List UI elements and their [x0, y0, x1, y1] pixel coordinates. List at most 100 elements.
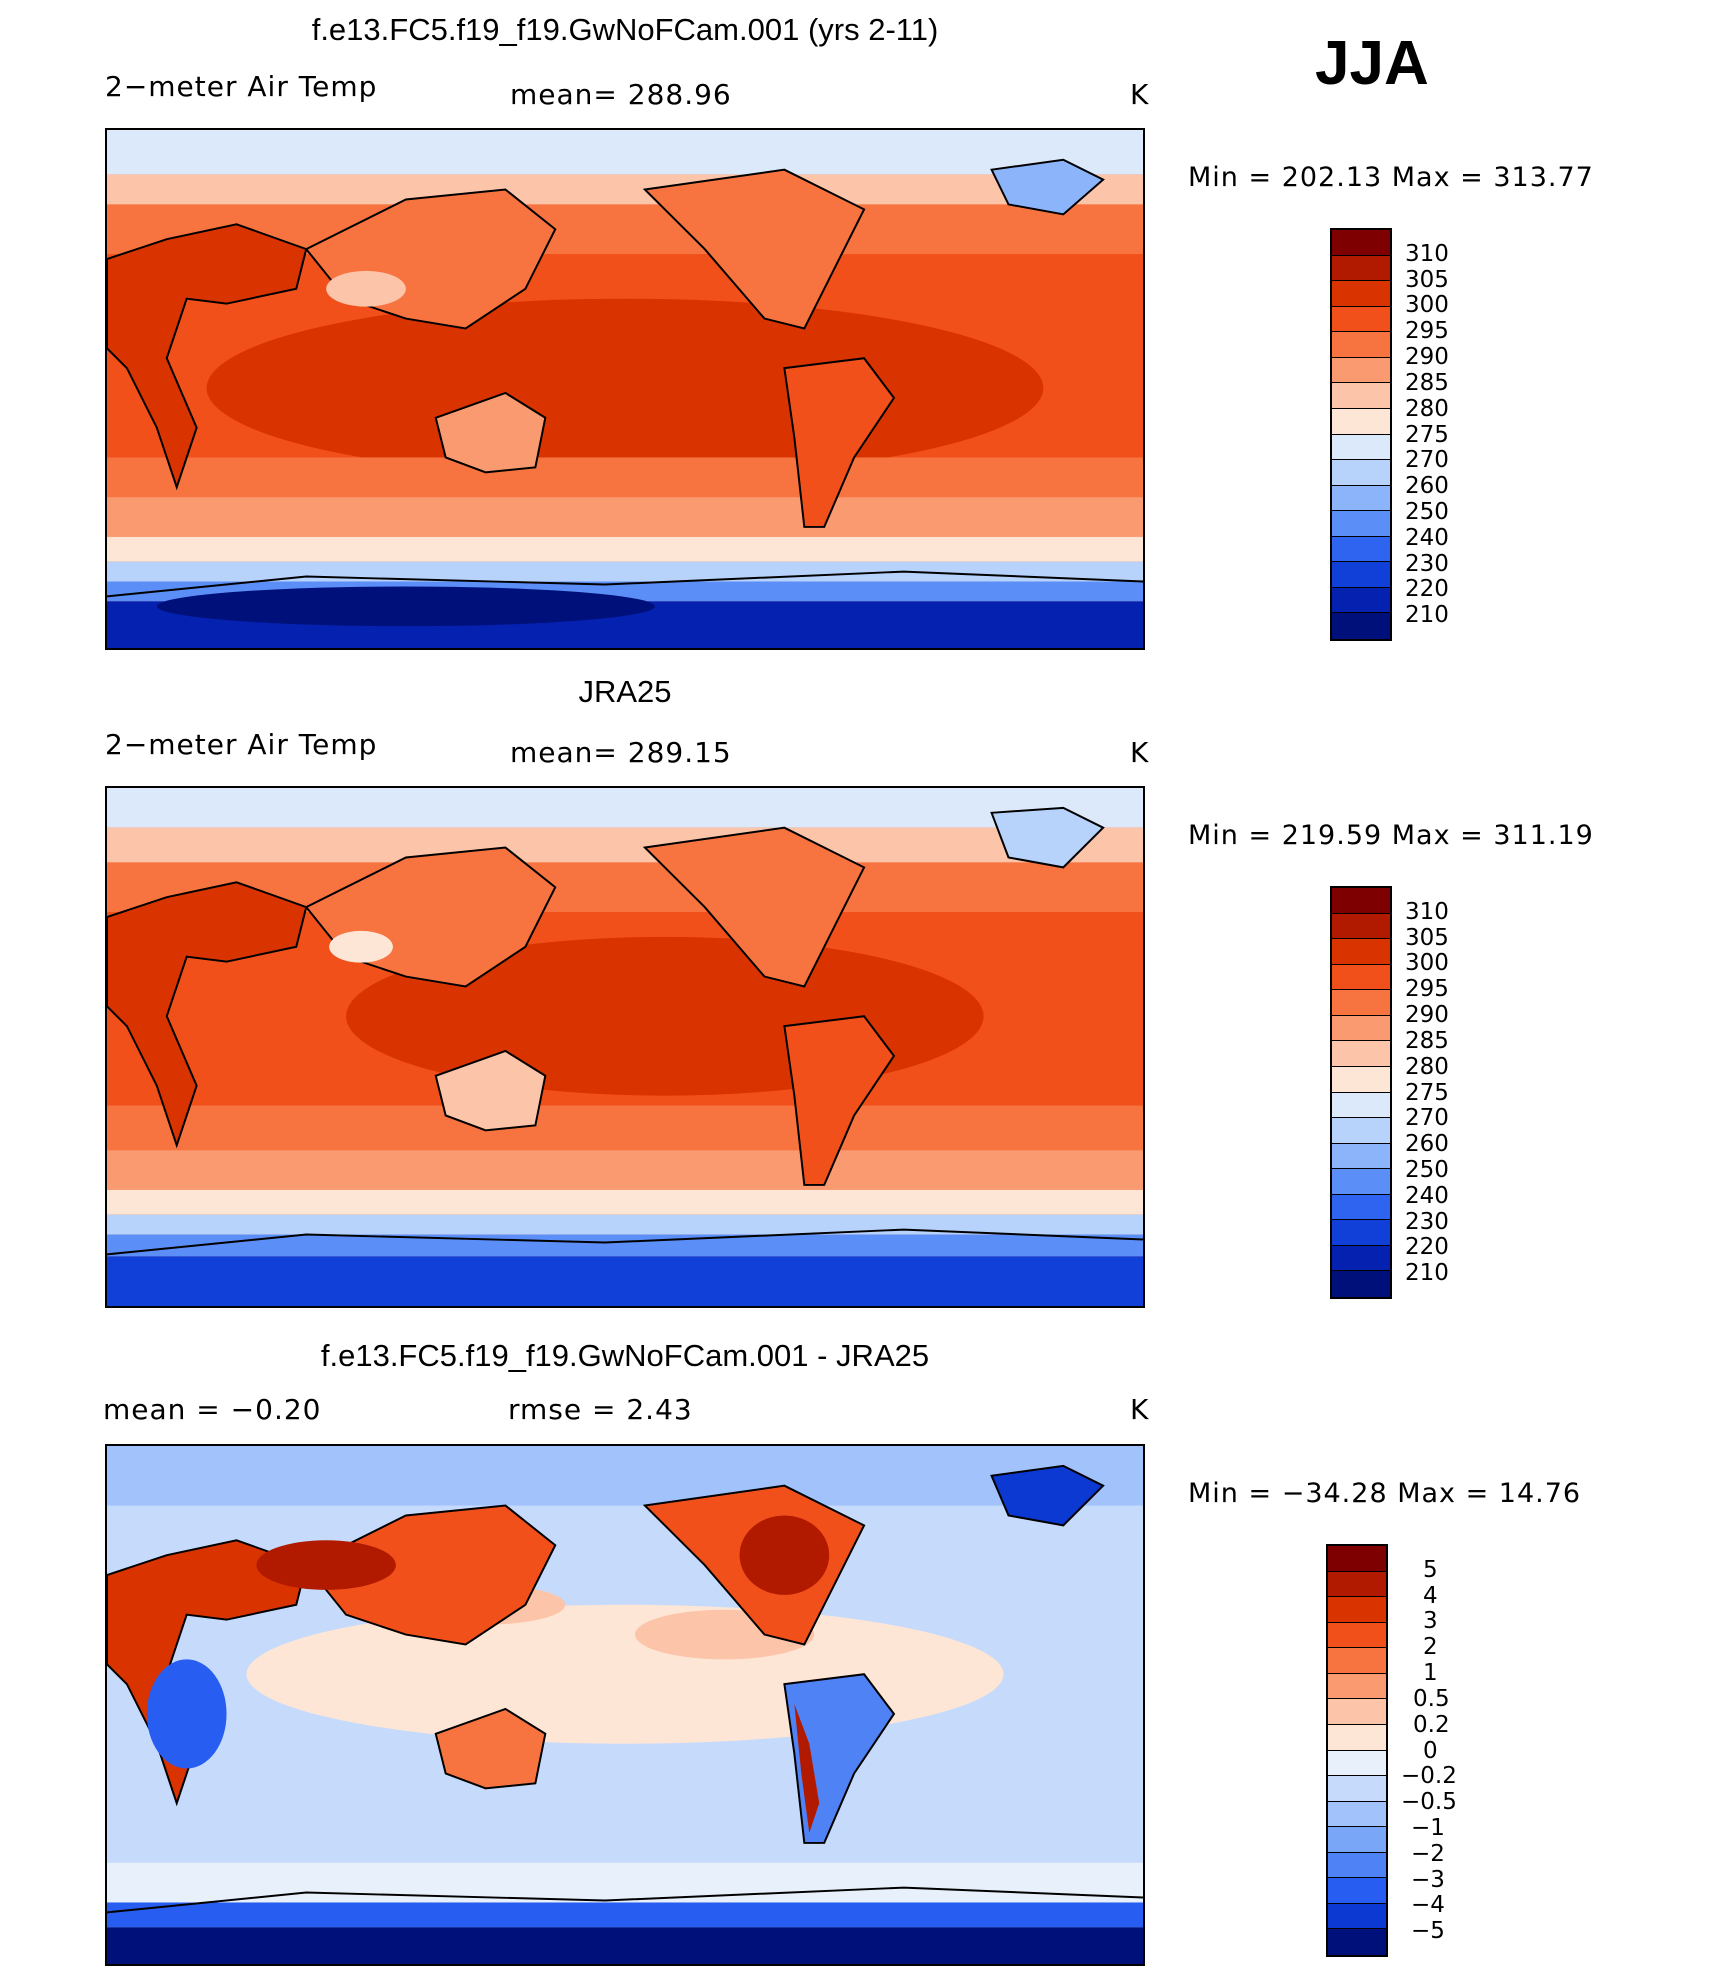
panel3-mean-label: mean = −0.20	[103, 1393, 322, 1426]
colorbar-segment	[1332, 460, 1390, 486]
panel1-south-cold-band	[107, 561, 1143, 582]
panel2-cbar-label: 240	[1405, 1182, 1449, 1209]
panel1-cbar-label: 310	[1405, 240, 1449, 267]
panel3-cbar-label: 1	[1423, 1660, 1438, 1686]
colorbar-segment	[1332, 913, 1390, 940]
panel3-antarctic-coast	[107, 1886, 1143, 1914]
colorbar-segment	[1332, 1092, 1390, 1119]
panel2-cbar-label: 250	[1405, 1156, 1449, 1183]
colorbar-segment	[1328, 1597, 1386, 1623]
colorbar-segment	[1332, 613, 1390, 639]
panel2-south-cool-band	[107, 1189, 1143, 1215]
panel2-map-svg	[107, 788, 1143, 1306]
panel1-south-america	[783, 357, 896, 528]
colorbar-segment	[1332, 1271, 1390, 1297]
panel3-cbar-label: −0.5	[1401, 1789, 1457, 1816]
panel3-rmse-label: rmse = 2.43	[508, 1393, 693, 1426]
colorbar-segment	[1328, 1546, 1386, 1572]
panel3-south-africa-cold	[146, 1659, 227, 1769]
panel3-cbar-label: −2	[1411, 1840, 1445, 1867]
colorbar-segment	[1328, 1852, 1386, 1879]
panel3-namerica-hot	[739, 1515, 830, 1595]
panel1-south-mid-band	[107, 457, 1143, 498]
colorbar-segment	[1332, 1169, 1390, 1195]
panel2-south-america	[783, 1015, 896, 1186]
panel1-cbar-label: 270	[1405, 447, 1449, 474]
panel3-andes-hot	[794, 1704, 820, 1834]
panel2-title: JRA25	[578, 674, 672, 709]
panel1-south-cool-band	[107, 536, 1143, 562]
panel1-mean-label: mean= 288.96	[510, 78, 732, 111]
panel1-cbar-label: 305	[1405, 266, 1449, 293]
panel1-cbar-label: 285	[1405, 369, 1449, 396]
panel2-cbar-label: 300	[1405, 950, 1449, 977]
panel1-title: f.e13.FC5.f19_f19.GwNoFCam.001 (yrs 2-11…	[311, 12, 939, 47]
panel2-south-band	[107, 1150, 1143, 1190]
panel3-units: K	[1130, 1393, 1150, 1426]
panel1-colorbar-labels: 310 305 300 295 290 285 280 275 270 260 …	[1405, 228, 1525, 641]
panel1-south-band	[107, 497, 1143, 537]
panel3-cbar-label: −5	[1411, 1918, 1445, 1945]
panel3-cbar-label: 3	[1423, 1608, 1438, 1635]
panel1-cbar-label: 280	[1405, 395, 1449, 422]
panel3-cbar-label: 0.5	[1413, 1685, 1450, 1712]
panel1-cbar-label: 220	[1405, 576, 1449, 603]
panel3-minmax: Min = −34.28 Max = 14.76	[1188, 1478, 1582, 1509]
panel1-map-svg	[107, 130, 1143, 648]
colorbar-segment	[1332, 1015, 1390, 1042]
panel3-cbar-label: −3	[1411, 1866, 1445, 1893]
panel1-minmax: Min = 202.13 Max = 313.77	[1188, 162, 1594, 193]
colorbar-segment	[1328, 1827, 1386, 1853]
panel3-colorbar	[1326, 1544, 1388, 1957]
colorbar-segment	[1328, 1724, 1386, 1751]
colorbar-segment	[1332, 990, 1390, 1016]
colorbar-segment	[1332, 562, 1390, 588]
panel1-cbar-label: 250	[1405, 498, 1449, 525]
panel1-cbar-label: 260	[1405, 473, 1449, 500]
panel2-cbar-label: 260	[1405, 1131, 1449, 1158]
panel2-cbar-label: 310	[1405, 898, 1449, 925]
colorbar-segment	[1328, 1929, 1386, 1955]
panel1-left-label: 2−meter Air Temp	[105, 70, 378, 103]
colorbar-segment	[1328, 1571, 1386, 1598]
panel1-north-band	[107, 174, 1143, 205]
season-label: JJA	[1315, 29, 1429, 98]
panel3-cbar-label: 0.2	[1413, 1711, 1450, 1738]
colorbar-segment	[1332, 939, 1390, 965]
panel3-asia-hot	[256, 1540, 396, 1590]
colorbar-segment	[1332, 1143, 1390, 1170]
panel2-units: K	[1130, 736, 1150, 769]
colorbar-segment	[1332, 536, 1390, 563]
colorbar-segment	[1332, 357, 1390, 384]
panel1-cbar-label: 240	[1405, 524, 1449, 551]
panel2-antarctic	[107, 1256, 1143, 1306]
panel3-map-svg	[107, 1446, 1143, 1964]
colorbar-segment	[1332, 306, 1390, 333]
panel2-cbar-label: 270	[1405, 1105, 1449, 1132]
colorbar-segment	[1332, 230, 1390, 256]
panel1-arctic-band	[107, 130, 1143, 175]
colorbar-segment	[1332, 485, 1390, 512]
panel3-colorbar-labels: 5 4 3 2 1 0.5 0.2 0 −0.2 −0.5 −1 −2 −3 −…	[1401, 1544, 1521, 1957]
panel3-cbar-label: −0.2	[1401, 1763, 1457, 1790]
panel1-antarctic-coast	[107, 570, 1143, 598]
panel2-cbar-label: 220	[1405, 1234, 1449, 1261]
colorbar-segment	[1328, 1699, 1386, 1725]
colorbar-segment	[1332, 1041, 1390, 1067]
panel2-south-mid-band	[107, 1105, 1143, 1151]
panel1-australia	[434, 391, 547, 474]
panel3-cbar-label: −1	[1411, 1814, 1445, 1841]
colorbar-segment	[1328, 1750, 1386, 1777]
panel2-colorbar-labels: 310 305 300 295 290 285 280 275 270 260 …	[1405, 886, 1525, 1299]
panel1-cbar-label: 230	[1405, 550, 1449, 577]
panel2-cbar-label: 230	[1405, 1208, 1449, 1235]
panel3-cbar-label: 5	[1423, 1556, 1438, 1583]
panel3-antarctic	[107, 1927, 1143, 1964]
panel3-cbar-label: 2	[1423, 1634, 1438, 1661]
colorbar-segment	[1328, 1648, 1386, 1674]
colorbar-segment	[1332, 1220, 1390, 1246]
colorbar-segment	[1332, 1194, 1390, 1221]
colorbar-segment	[1332, 1245, 1390, 1272]
colorbar-segment	[1328, 1903, 1386, 1930]
panel2-greenland	[990, 806, 1105, 869]
